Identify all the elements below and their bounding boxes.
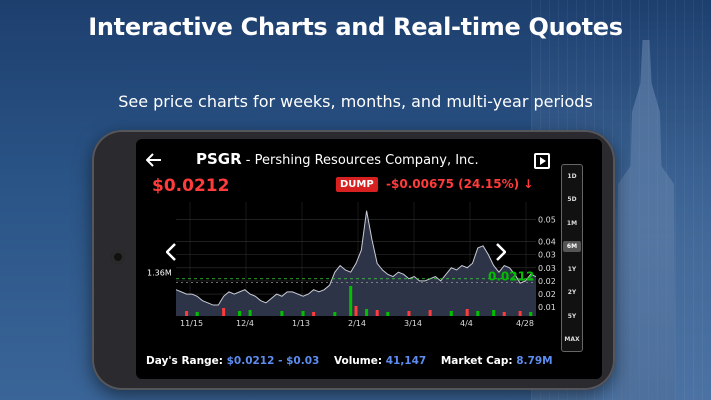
y-tick-label: 0.04 (538, 237, 556, 246)
y-tick-label: 0.02 (538, 277, 556, 286)
price-change: -$0.00675 (24.15%) ↓ (386, 177, 534, 191)
volume-bar (333, 312, 337, 316)
y-tick-label: 0.01 (538, 303, 556, 312)
phone-frame: PSGR - Pershing Resources Company, Inc. … (92, 130, 615, 390)
range-button-1d[interactable]: 1D (567, 173, 577, 181)
volume-bar (195, 312, 199, 316)
volume-bar (502, 312, 506, 316)
y-tick-label: 0.02 (538, 290, 556, 299)
current-price: $0.0212 (152, 176, 230, 196)
volume-bar (349, 286, 353, 316)
volume-bar (465, 309, 469, 316)
y-tick-label: 0.03 (538, 251, 556, 260)
x-tick-label: 1/13 (292, 319, 310, 328)
volume-bar (428, 310, 432, 316)
chevron-right-icon[interactable] (496, 243, 506, 261)
range-button-1m[interactable]: 1M (566, 219, 578, 227)
x-tick-label: 12/4 (236, 319, 254, 328)
volume-bar (449, 311, 453, 316)
app-screen: PSGR - Pershing Resources Company, Inc. … (136, 139, 602, 379)
volume-bar (312, 312, 316, 316)
x-tick-label: 4/28 (516, 319, 534, 328)
last-price-label: 0.0212 (488, 270, 534, 284)
hero-title: Interactive Charts and Real-time Quotes (88, 13, 623, 41)
price-line (175, 210, 537, 306)
company-name: - Pershing Resources Company, Inc. (241, 153, 479, 168)
range-button-max[interactable]: MAX (564, 335, 580, 343)
ticker-symbol: PSGR (196, 150, 242, 168)
volume-bar (386, 312, 390, 316)
volume-bar (529, 312, 533, 316)
x-tick-label: 11/15 (180, 319, 203, 328)
camera-icon (111, 250, 125, 264)
time-range-selector: 1D 5D 1M 6M 1Y 2Y 5Y MAX (561, 164, 583, 352)
y-tick-label: 0.05 (538, 216, 556, 225)
play-icon[interactable] (534, 153, 550, 169)
range-button-1y[interactable]: 1Y (567, 266, 577, 274)
back-arrow-icon[interactable] (146, 153, 162, 167)
x-tick-label: 2/14 (348, 319, 366, 328)
volume-label: Volume: (333, 355, 383, 367)
volume-value: 41,147 (385, 355, 427, 367)
hero-subtitle: See price charts for weeks, months, and … (118, 92, 593, 111)
volume-bar (375, 310, 379, 316)
volume-bar (492, 310, 496, 316)
page-title: PSGR - Pershing Resources Company, Inc. (196, 150, 479, 168)
volume-bar (238, 311, 242, 316)
range-button-2y[interactable]: 2Y (567, 289, 577, 297)
volume-bar (280, 311, 284, 316)
x-tick-label: 3/14 (404, 319, 422, 328)
days-range-value: $0.0212 - $0.03 (226, 355, 320, 367)
volume-bar (354, 306, 358, 316)
volume-bar (407, 311, 411, 316)
range-button-5d[interactable]: 5D (567, 196, 577, 204)
volume-bar (518, 311, 522, 316)
reference-line-label: 1.36M (147, 269, 172, 278)
volume-bar (248, 310, 252, 316)
price-chart[interactable]: 0.05 0.04 0.03 0.03 0.02 0.02 0.01 11/15 12/4 1/1… (136, 194, 566, 334)
x-tick-label: 4/4 (460, 319, 473, 328)
dump-badge: DUMP (336, 177, 378, 192)
y-tick-label: 0.03 (538, 264, 556, 273)
volume-bar (301, 311, 305, 316)
volume-bar (185, 311, 189, 316)
market-cap-value: 8.79M (516, 355, 553, 367)
chevron-left-icon[interactable] (166, 243, 176, 261)
days-range-label: Day's Range: (146, 355, 223, 367)
volume-bar (222, 308, 226, 316)
volume-bar (365, 309, 369, 316)
stats-bar: Day's Range: $0.0212 - $0.03 Volume: 41,… (146, 355, 553, 367)
range-button-5y[interactable]: 5Y (567, 312, 577, 320)
range-button-6m[interactable]: 6M (563, 240, 581, 252)
market-cap-label: Market Cap: (440, 355, 513, 367)
volume-bar (476, 311, 480, 316)
